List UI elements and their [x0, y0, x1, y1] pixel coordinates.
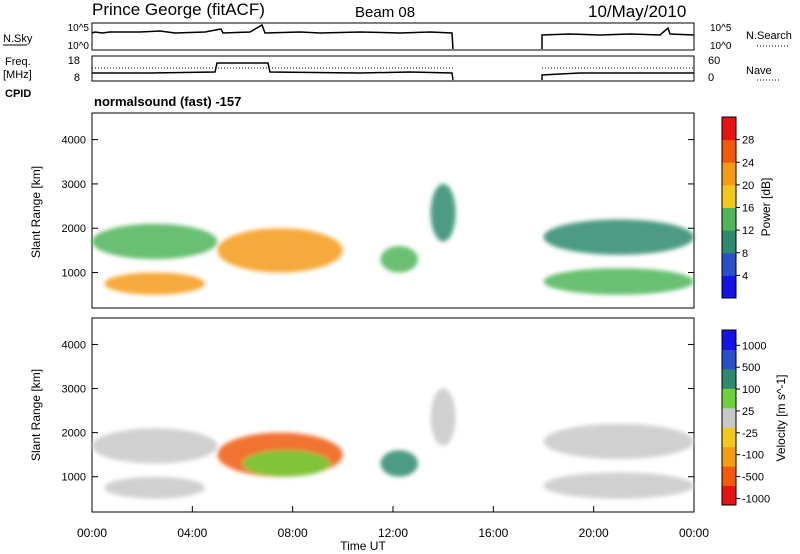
- echo-region: [543, 268, 694, 295]
- power-colorbar: 4 8 12 16 20 24 28 Power [dB]: [721, 116, 773, 299]
- nave-label: Nave: [746, 65, 772, 77]
- echo-region: [430, 388, 456, 446]
- echo-region: [217, 228, 343, 273]
- power-colorbar-tick-label: 8: [742, 248, 748, 260]
- velocity-panel: Slant Range [km] 1000 2000 3000 4000 00:00 0…: [29, 317, 709, 553]
- power-colorbar-label: Power [dB]: [759, 178, 773, 237]
- freq-tick-bottom: 8: [74, 72, 80, 84]
- y-tick-label: 2000: [62, 428, 86, 440]
- beam-label: Beam 08: [355, 4, 415, 21]
- velocity-colorbar-swatch: [722, 388, 736, 409]
- cpid-label: CPID: [5, 88, 31, 100]
- power-panel: Slant Range [km] 1000 2000 3000 4000: [29, 112, 695, 309]
- velocity-colorbar-tick-label: 1000: [742, 340, 766, 352]
- mhz-label: [MHz]: [3, 69, 32, 81]
- velocity-colorbar-tick-label: 500: [742, 362, 760, 374]
- freq-trace: [92, 62, 694, 81]
- power-colorbar-swatch: [722, 252, 736, 276]
- velocity-colorbar-swatch: [722, 485, 736, 506]
- echo-region: [543, 219, 694, 255]
- y-tick-label: 1000: [62, 268, 86, 280]
- velocity-colorbar-swatch: [722, 407, 736, 428]
- x-tick-label: 00:00: [679, 526, 709, 540]
- echo-region: [104, 272, 205, 295]
- y-tick-label: 4000: [62, 339, 86, 351]
- power-colorbar-tick-label: 4: [742, 270, 748, 282]
- echo-region: [242, 450, 331, 477]
- freq-tick-top: 18: [68, 55, 80, 67]
- velocity-colorbar-label: Velocity [m s^-1]: [774, 375, 788, 462]
- velocity-colorbar-tick-label: -500: [742, 472, 764, 484]
- velocity-colorbar-swatch: [722, 330, 736, 350]
- date-label: 10/May/2010: [588, 2, 686, 21]
- power-colorbar-swatch: [722, 275, 736, 299]
- echo-region: [92, 428, 218, 464]
- velocity-ylabel: Slant Range [km]: [29, 369, 43, 461]
- velocity-colorbar-swatch: [722, 427, 736, 448]
- x-tick-label: 00:00: [77, 526, 107, 540]
- freq-panel: Freq. [MHz] 18 8 60 0 Nave CPID normalso…: [3, 55, 779, 109]
- power-colorbar-swatch: [722, 139, 736, 163]
- velocity-colorbar-swatch: [722, 446, 736, 467]
- velocity-colorbar-tick-label: 25: [742, 406, 754, 418]
- echo-region: [543, 472, 694, 499]
- y-tick-label: 1000: [62, 472, 86, 484]
- velocity-colorbar-swatch: [722, 349, 736, 370]
- echo-region: [92, 223, 218, 260]
- noise-panel: N.Sky 10^5 10^0 10^5 10^0 N.Search: [3, 22, 792, 52]
- power-colorbar-swatch: [722, 184, 736, 208]
- velocity-colorbar-tick-label: -25: [742, 428, 758, 440]
- nsky-trace: [91, 23, 454, 50]
- x-tick-label: 08:00: [278, 526, 308, 540]
- velocity-colorbar-tick-label: -100: [742, 450, 764, 462]
- power-colorbar-swatch: [722, 117, 736, 141]
- freq-label: Freq.: [5, 56, 31, 68]
- velocity-colorbar: 1000 500 100 25 -25 -100 -500 -1000 Velocity [m…: [721, 329, 788, 506]
- noise-right-tick-top: 10^5: [710, 23, 732, 34]
- power-colorbar-tick-label: 16: [742, 203, 754, 215]
- cpid-text: normalsound (fast) -157: [94, 94, 241, 109]
- velocity-colorbar-tick-label: -1000: [742, 493, 770, 505]
- radar-title: Prince George (fitACF): [92, 0, 265, 19]
- power-colorbar-tick-label: 28: [742, 135, 754, 147]
- power-ylabel: Slant Range [km]: [29, 166, 43, 258]
- x-tick-label: 20:00: [579, 526, 609, 540]
- nsearch-trace: [541, 26, 695, 49]
- power-colorbar-swatch: [722, 207, 736, 231]
- echo-region: [104, 476, 205, 499]
- nave-tick-bottom: 0: [708, 72, 714, 84]
- noise-left-tick-top: 10^5: [68, 23, 90, 34]
- velocity-colorbar-tick-label: 100: [742, 384, 760, 396]
- velocity-colorbar-swatch: [722, 466, 736, 487]
- power-colorbar-tick-label: 20: [742, 180, 754, 192]
- velocity-colorbar-swatch: [722, 368, 736, 389]
- power-colorbar-swatch: [722, 162, 736, 186]
- nave-tick-top: 60: [708, 55, 720, 67]
- echo-region: [380, 450, 419, 477]
- echo-region: [543, 423, 694, 460]
- noise-right-tick-bottom: 10^0: [710, 41, 732, 52]
- y-tick-label: 2000: [62, 223, 86, 235]
- y-tick-label: 3000: [62, 384, 86, 396]
- x-tick-label: 04:00: [177, 526, 207, 540]
- echo-region: [380, 245, 419, 273]
- power-colorbar-tick-label: 12: [742, 225, 754, 237]
- nsky-label: N.Sky: [3, 33, 33, 45]
- x-tick-label: 16:00: [478, 526, 508, 540]
- x-tick-label: 12:00: [378, 526, 408, 540]
- y-tick-label: 3000: [62, 179, 86, 191]
- noise-left-tick-bottom: 10^0: [68, 41, 90, 52]
- echo-region: [430, 183, 456, 242]
- x-axis-label: Time UT: [340, 539, 386, 553]
- power-colorbar-swatch: [722, 230, 736, 254]
- nsearch-label: N.Search: [746, 30, 792, 42]
- y-tick-label: 4000: [62, 135, 86, 147]
- power-colorbar-tick-label: 24: [742, 157, 754, 169]
